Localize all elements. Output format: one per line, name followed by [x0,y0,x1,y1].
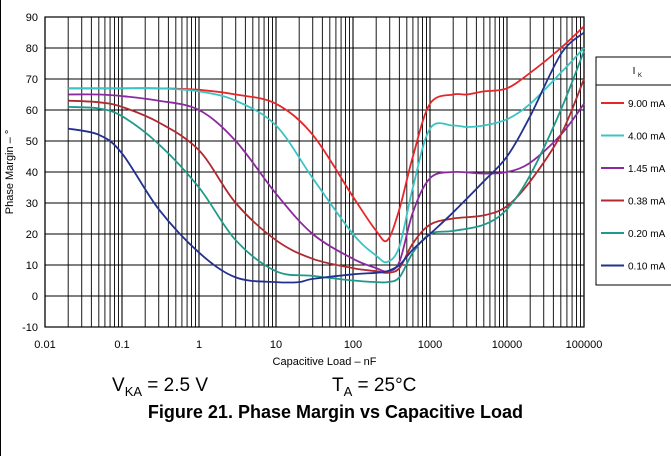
y-tick-label: -10 [22,322,38,334]
legend-title: I [633,66,636,77]
ta-condition: TA = 25°C [332,375,417,399]
legend-label-3: 1.45 mA [628,164,666,175]
x-tick-label: 100000 [566,339,603,351]
x-tick-label: 1000 [418,339,442,351]
y-tick-label: 70 [26,74,38,86]
legend-label-5: 0.20 mA [628,229,666,240]
x-tick-label: 1 [196,339,202,351]
y-axis-label: Phase Margin – ° [4,130,16,215]
legend-label-4: 0.38 mA [628,197,666,208]
y-tick-label: 30 [26,198,38,210]
x-tick-label: 0.1 [114,339,129,351]
y-tick-label: 60 [26,105,38,117]
figure-caption: Figure 21. Phase Margin vs Capacitive Lo… [147,402,524,422]
legend-label-2: 4.00 mA [628,132,666,143]
y-tick-label: 0 [32,291,38,303]
x-tick-label: 10 [270,339,282,351]
y-tick-label: 40 [26,167,38,179]
y-tick-label: 80 [26,43,38,55]
phase-margin-chart: -10 0 10 20 30 40 50 60 70 80 90 0.01 0.1 1 10 100 1000 1… [4,12,671,368]
y-tick-label: 20 [26,229,38,241]
vka-condition: VKA = 2.5 V [112,375,209,399]
x-tick-label: 10000 [492,339,523,351]
legend-label-6: 0.10 mA [628,262,666,273]
legend-box [595,56,671,286]
legend-title-subscript: K [638,73,642,79]
legend-label-1: 9.00 mA [628,99,666,110]
series-line-5 [68,50,585,284]
y-tick-label: 90 [26,12,38,24]
plot-border [44,16,585,328]
y-tick-label: 10 [26,260,38,272]
series-line-2 [68,47,585,264]
x-tick-label: 100 [344,339,362,351]
series-line-6 [68,31,585,284]
x-axis-label: Capacitive Load – nF [273,356,377,368]
y-tick-label: 50 [26,136,38,148]
series-line-3 [68,93,585,273]
x-tick-label: 0.01 [34,339,55,351]
